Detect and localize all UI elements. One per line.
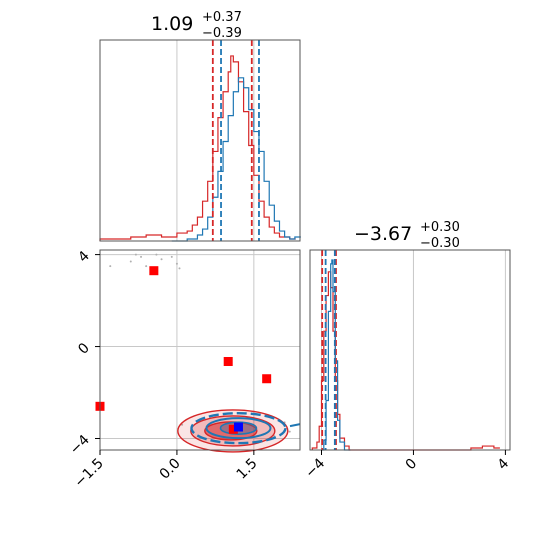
frame-joint [99, 249, 301, 451]
title-param2-sub: −0.30 [420, 236, 460, 251]
contour-blue-outer [190, 411, 287, 445]
faint-point-5 [145, 265, 148, 268]
ticklabel-joint-y-1: 0 [75, 340, 93, 358]
ticklabel-joint-y-2: 4 [75, 248, 93, 266]
ticklabel-joint-y-0: −4 [67, 432, 93, 458]
title-param2: −3.67 +0.30 −0.30 [354, 220, 460, 251]
joint-panel: −1.5 0.0 1.5 −4 0 4 [67, 248, 301, 491]
title-param1: 1.09 +0.37 −0.39 [151, 10, 242, 41]
faint-point-6 [109, 265, 112, 268]
ticklabel-joint-x-0: −1.5 [71, 456, 106, 491]
blue-marker [233, 422, 243, 432]
ticklabel-joint-x-1: 0.0 [157, 456, 184, 483]
title-param1-sub: −0.39 [202, 26, 242, 41]
faint-point-3 [175, 262, 178, 265]
red-marker-1 [223, 356, 233, 366]
histogram-panel-param1 [99, 39, 301, 242]
ticklabel-param2-x-2: 4 [495, 455, 513, 473]
ticklabel-param2-x-1: 0 [403, 456, 421, 474]
title-param2-sup: +0.30 [420, 220, 460, 235]
red-marker-4 [228, 424, 238, 434]
red-marker-2 [262, 374, 272, 384]
title-param2-main: −3.67 [354, 223, 412, 245]
hist-param1-red [99, 55, 296, 241]
ticklabel-param2-x-0: −4 [302, 455, 328, 481]
title-param1-sup: +0.37 [202, 10, 242, 25]
faint-point-7 [134, 253, 137, 256]
faint-point-9 [155, 253, 158, 256]
hist-param1-blue [171, 77, 301, 242]
faint-point-1 [140, 255, 143, 258]
histogram-panel-param2: −4 0 4 [302, 249, 513, 481]
red-marker-0 [149, 266, 159, 276]
faint-point-11 [288, 430, 291, 433]
faint-point-8 [178, 267, 181, 270]
faint-point-13 [181, 423, 184, 426]
title-param1-main: 1.09 [151, 13, 193, 35]
faint-point-0 [129, 260, 132, 263]
contour-blue-mid [205, 417, 272, 440]
frame-param1 [99, 39, 301, 242]
hist-param2-blue [321, 259, 351, 451]
ticklabel-joint-x-2: 1.5 [234, 456, 261, 483]
faint-point-2 [160, 258, 163, 261]
hist-param2-red [311, 271, 500, 451]
contour-blue-tail [289, 423, 301, 428]
faint-point-4 [170, 255, 173, 258]
frame-param2 [309, 249, 511, 451]
